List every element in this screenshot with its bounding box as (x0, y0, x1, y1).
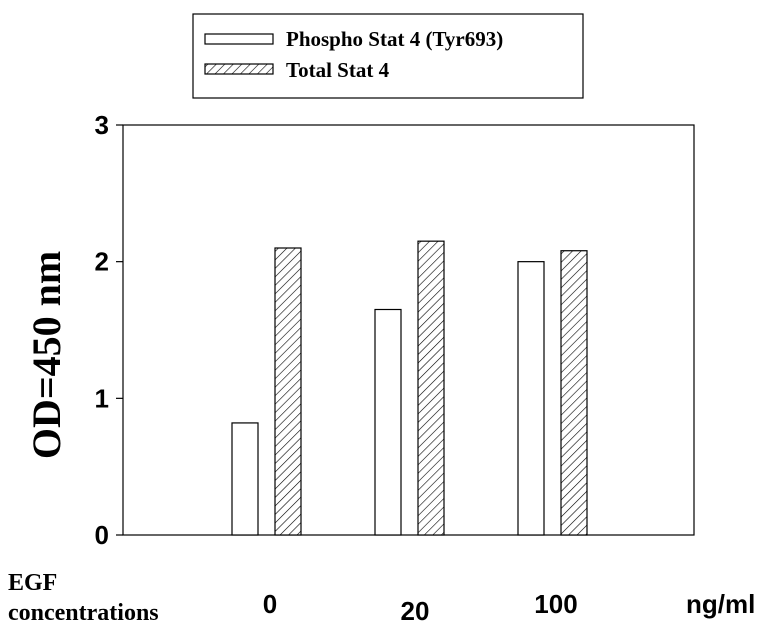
legend-swatch-phospho (204, 33, 274, 45)
legend-swatch-total (204, 63, 274, 75)
x-tick-label-20: 20 (401, 596, 430, 626)
x-axis: 0 20 100 (263, 589, 578, 626)
legend-label-total: Total Stat 4 (286, 58, 390, 82)
y-axis-label: OD=450 nm (24, 251, 69, 459)
y-tick-label-1: 1 (95, 383, 109, 413)
y-tick-label-0: 0 (95, 520, 109, 550)
legend: Phospho Stat 4 (Tyr693) Total Stat 4 (192, 13, 584, 99)
bar-total-0 (274, 247, 302, 536)
bar-total-20 (417, 240, 445, 536)
x-tick-label-100: 100 (534, 589, 577, 619)
x-tick-label-0: 0 (263, 589, 277, 619)
bars (231, 240, 588, 536)
y-tick-label-3: 3 (95, 110, 109, 140)
plot-frame (122, 124, 695, 536)
bar-phospho-0 (231, 422, 259, 536)
bar-phospho-100 (517, 261, 545, 536)
legend-box (192, 13, 584, 99)
bar-total-100 (560, 250, 588, 536)
x-axis-label-line2: concentrations (8, 600, 159, 626)
x-axis-label-line1: EGF (8, 570, 57, 596)
legend-label-phospho: Phospho Stat 4 (Tyr693) (286, 27, 503, 51)
y-axis: 0 1 2 3 (95, 110, 123, 550)
bar-phospho-20 (374, 308, 402, 536)
y-tick-label-2: 2 (95, 247, 109, 277)
x-unit-label: ng/ml (686, 589, 755, 619)
